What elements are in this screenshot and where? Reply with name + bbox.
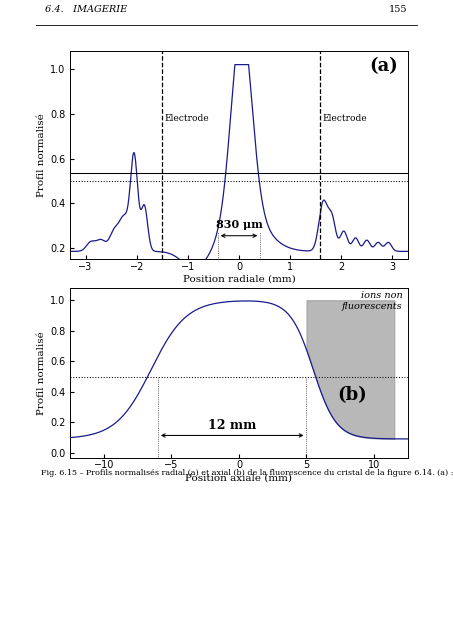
X-axis label: Position axiale (mm): Position axiale (mm): [185, 473, 293, 482]
Text: ions non
fluorescents: ions non fluorescents: [342, 291, 403, 312]
X-axis label: Position radiale (mm): Position radiale (mm): [183, 275, 295, 284]
Text: (b): (b): [337, 387, 367, 404]
Text: 6.4.   IMAGERIE: 6.4. IMAGERIE: [45, 5, 128, 14]
Text: Fig. 6.15 – Profils normalisés radial (a) et axial (b) de la fluorescence du cri: Fig. 6.15 – Profils normalisés radial (a…: [41, 469, 453, 477]
Y-axis label: Profil normalisé: Profil normalisé: [37, 113, 46, 197]
Text: (a): (a): [369, 58, 398, 76]
Text: 12 mm: 12 mm: [208, 419, 256, 431]
Text: Electrode: Electrode: [322, 114, 367, 123]
Y-axis label: Profil normalisé: Profil normalisé: [37, 331, 46, 415]
Text: 830 μm: 830 μm: [216, 219, 262, 230]
Text: 155: 155: [389, 5, 408, 14]
Text: Electrode: Electrode: [165, 114, 209, 123]
